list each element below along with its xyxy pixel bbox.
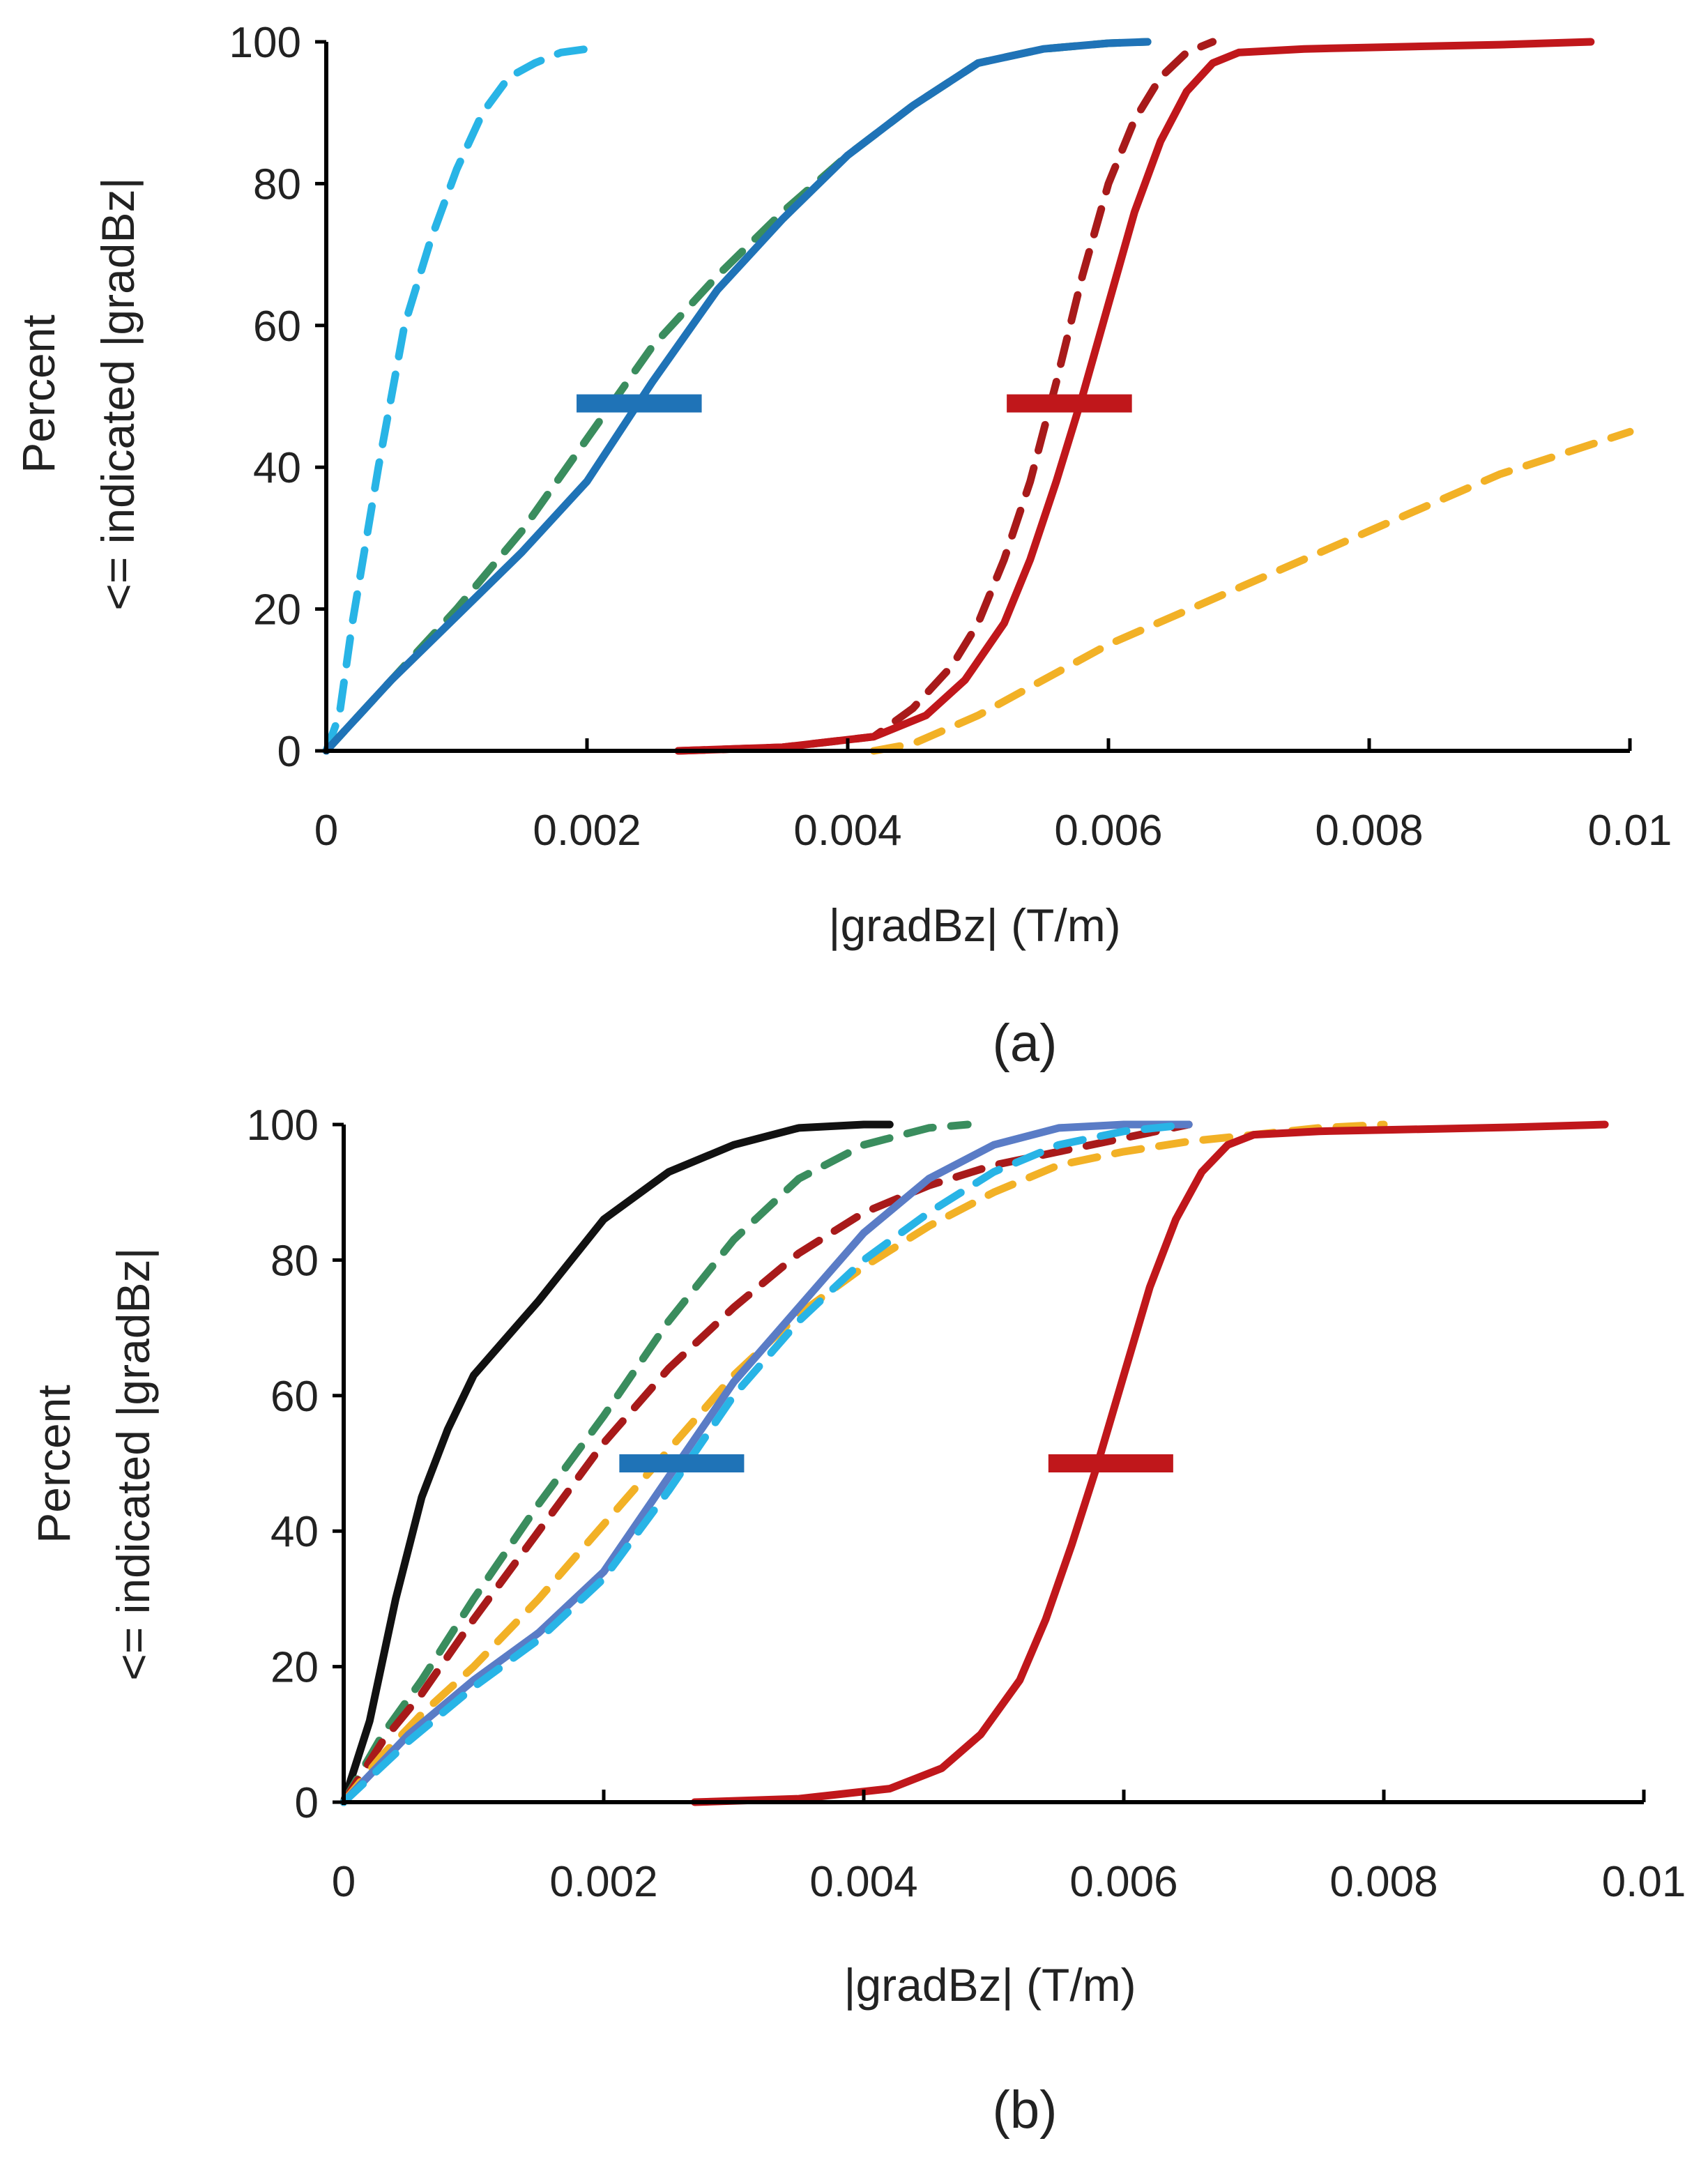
y-tick-label-b: 80: [270, 1237, 319, 1285]
y-tick-label-a: 0: [277, 728, 301, 776]
x-tick-label-b: 0.002: [549, 1858, 657, 1906]
y-tick-label-a: 60: [253, 303, 301, 351]
y-tick-label-a: 100: [229, 19, 301, 67]
series-line-orange-dashed-a: [869, 427, 1634, 755]
y-tick-label-a: 20: [253, 586, 301, 634]
series-line-red-solid-b: [691, 1120, 1609, 1806]
x-tick-label-b: 0.01: [1602, 1858, 1686, 1906]
chart-panel-b: 0 20 40 60 80 100 0 0.002 0.004 0.006 0.008 0.01 |g…: [28, 1102, 1686, 2140]
x-tick-label-b: 0.008: [1329, 1858, 1438, 1906]
x-tick-label-a: 0.004: [793, 807, 901, 855]
y-tick-label-a: 40: [253, 444, 301, 492]
x-tick-label-a: 0.002: [533, 807, 641, 855]
series-layer-b: [340, 1120, 1609, 1806]
series-line-light-blue-dashed-b: [340, 1120, 1193, 1806]
y-axis-title-line1-a: Percent: [13, 314, 64, 473]
series-line-red-solid-a: [674, 38, 1595, 755]
y-axis-title-line2-b: <= indicated |gradBz|: [107, 1247, 159, 1680]
x-tick-label-a: 0.006: [1054, 807, 1162, 855]
y-tick-label-b: 0: [295, 1779, 319, 1827]
series-line-blue-solid-a: [322, 38, 1152, 755]
series-line-slate-blue-solid-b: [340, 1120, 1193, 1806]
y-tick-label-b: 40: [270, 1508, 319, 1556]
x-axis-title-b: |gradBz| (T/m): [844, 1959, 1136, 2011]
series-line-dark-red-dashed-a: [674, 38, 1217, 755]
x-tick-label-b: 0: [332, 1858, 356, 1906]
axes-layer-a: 0 20 40 60 80 100 0 0.002 0.004 0.006 0.008 0.01: [229, 19, 1672, 855]
x-tick-label-b: 0.006: [1069, 1858, 1177, 1906]
y-tick-label-b: 60: [270, 1373, 319, 1421]
panel-label-b: (b): [993, 2080, 1058, 2140]
y-axis-title-line1-b: Percent: [28, 1385, 79, 1543]
x-tick-label-a: 0.01: [1588, 807, 1672, 855]
y-tick-label-a: 80: [253, 160, 301, 208]
series-layer-a: [322, 38, 1634, 755]
series-line-dark-red-dashed-b: [340, 1120, 1193, 1806]
y-tick-label-b: 100: [247, 1102, 319, 1150]
series-line-green-dashed-b: [340, 1120, 972, 1806]
y-tick-label-b: 20: [270, 1644, 319, 1692]
x-tick-label-a: 0.008: [1315, 807, 1423, 855]
panel-label-a: (a): [993, 1014, 1058, 1073]
axes-layer-b: 0 20 40 60 80 100 0 0.002 0.004 0.006 0.008 0.01: [247, 1102, 1686, 1906]
chart-panel-a: 0 20 40 60 80 100 0 0.002 0.004 0.006 0.008 0.01 |g…: [13, 19, 1672, 1073]
x-tick-label-b: 0.004: [809, 1858, 917, 1906]
series-line-black-solid-b: [340, 1120, 894, 1806]
x-tick-label-a: 0: [314, 807, 338, 855]
y-axis-title-line2-a: <= indicated |gradBz|: [92, 177, 144, 610]
series-line-light-blue-dashed-a: [322, 45, 591, 755]
x-axis-title-a: |gradBz| (T/m): [828, 899, 1120, 951]
series-line-orange-dashed-b: [340, 1120, 1388, 1806]
